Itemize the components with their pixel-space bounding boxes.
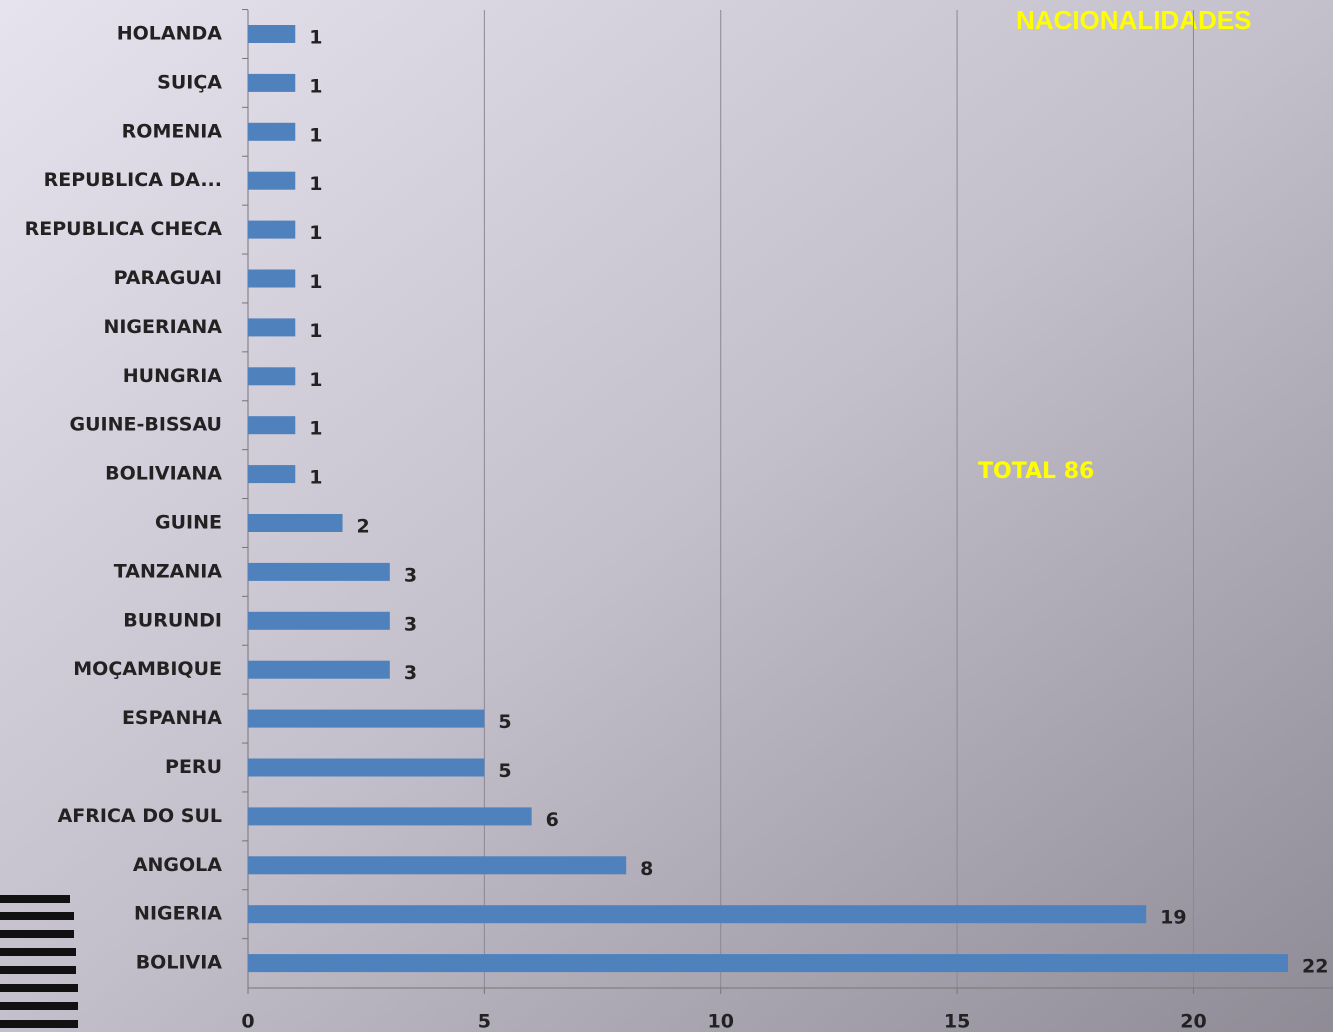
- bar: [248, 221, 295, 239]
- value-label: 5: [498, 760, 511, 782]
- x-tick-label: 10: [708, 1011, 734, 1032]
- value-label: 1: [309, 467, 322, 489]
- y-tick-label: NIGERIA: [134, 903, 222, 925]
- value-label: 22: [1302, 956, 1328, 978]
- y-tick-label: HUNGRIA: [123, 365, 223, 387]
- value-label: 3: [404, 564, 417, 586]
- y-tick-label: REPUBLICA CHECA: [25, 218, 223, 240]
- value-label: 3: [404, 613, 417, 635]
- bar: [248, 759, 484, 777]
- bar: [248, 807, 532, 825]
- y-tick-label: BURUNDI: [123, 609, 222, 631]
- y-tick-label: AFRICA DO SUL: [58, 805, 222, 827]
- y-tick-label: REPUBLICA DA...: [44, 169, 222, 191]
- bar: [248, 25, 295, 43]
- bar: [248, 514, 343, 532]
- bar: [248, 318, 295, 336]
- page: NACIONALIDADES TOTAL 86 05101520HOLANDA1…: [0, 0, 1333, 1032]
- x-tick-label: 0: [241, 1011, 254, 1032]
- value-label: 1: [309, 369, 322, 391]
- value-label: 1: [309, 222, 322, 244]
- bar: [248, 367, 295, 385]
- y-tick-label: ANGOLA: [133, 854, 222, 876]
- value-label: 1: [309, 27, 322, 49]
- annotation: TOTAL 86: [978, 459, 1094, 484]
- value-label: 1: [309, 320, 322, 342]
- y-tick-label: NIGERIANA: [103, 316, 222, 338]
- y-tick-label: PERU: [165, 756, 222, 778]
- value-label: 6: [546, 809, 559, 831]
- value-label: 1: [309, 124, 322, 146]
- y-tick-label: HOLANDA: [117, 23, 223, 45]
- y-tick-label: ESPANHA: [122, 707, 222, 729]
- x-tick-label: 20: [1180, 1011, 1206, 1032]
- y-tick-label: TANZANIA: [114, 560, 223, 582]
- bar: [248, 465, 295, 483]
- bar: [248, 905, 1146, 923]
- y-tick-label: SUIÇA: [157, 71, 222, 93]
- bar: [248, 661, 390, 679]
- value-label: 8: [640, 858, 653, 880]
- y-tick-label: ROMENIA: [122, 120, 223, 142]
- value-label: 1: [309, 75, 322, 97]
- value-label: 2: [357, 516, 370, 538]
- chart: NACIONALIDADES TOTAL 86 05101520HOLANDA1…: [0, 0, 1333, 1032]
- bar: [248, 856, 626, 874]
- x-tick-label: 15: [944, 1011, 970, 1032]
- y-tick-label: PARAGUAI: [114, 267, 222, 289]
- bar: [248, 416, 295, 434]
- y-tick-label: MOÇAMBIQUE: [73, 658, 222, 680]
- bar: [248, 563, 390, 581]
- value-label: 1: [309, 271, 322, 293]
- value-label: 3: [404, 662, 417, 684]
- bar: [248, 172, 295, 190]
- x-tick-label: 5: [478, 1011, 491, 1032]
- bar: [248, 710, 484, 728]
- value-label: 1: [309, 173, 322, 195]
- y-tick-label: GUINE-BISSAU: [70, 414, 222, 436]
- bar: [248, 954, 1288, 972]
- y-tick-label: GUINE: [155, 512, 222, 534]
- bar: [248, 612, 390, 630]
- value-label: 1: [309, 418, 322, 440]
- y-tick-label: BOLIVIA: [136, 952, 223, 974]
- y-tick-label: BOLIVIANA: [105, 463, 222, 485]
- bar: [248, 74, 295, 92]
- chart-title: NACIONALIDADES: [1016, 5, 1251, 35]
- value-label: 5: [498, 711, 511, 733]
- bar: [248, 123, 295, 141]
- bar: [248, 270, 295, 288]
- value-label: 19: [1160, 907, 1186, 929]
